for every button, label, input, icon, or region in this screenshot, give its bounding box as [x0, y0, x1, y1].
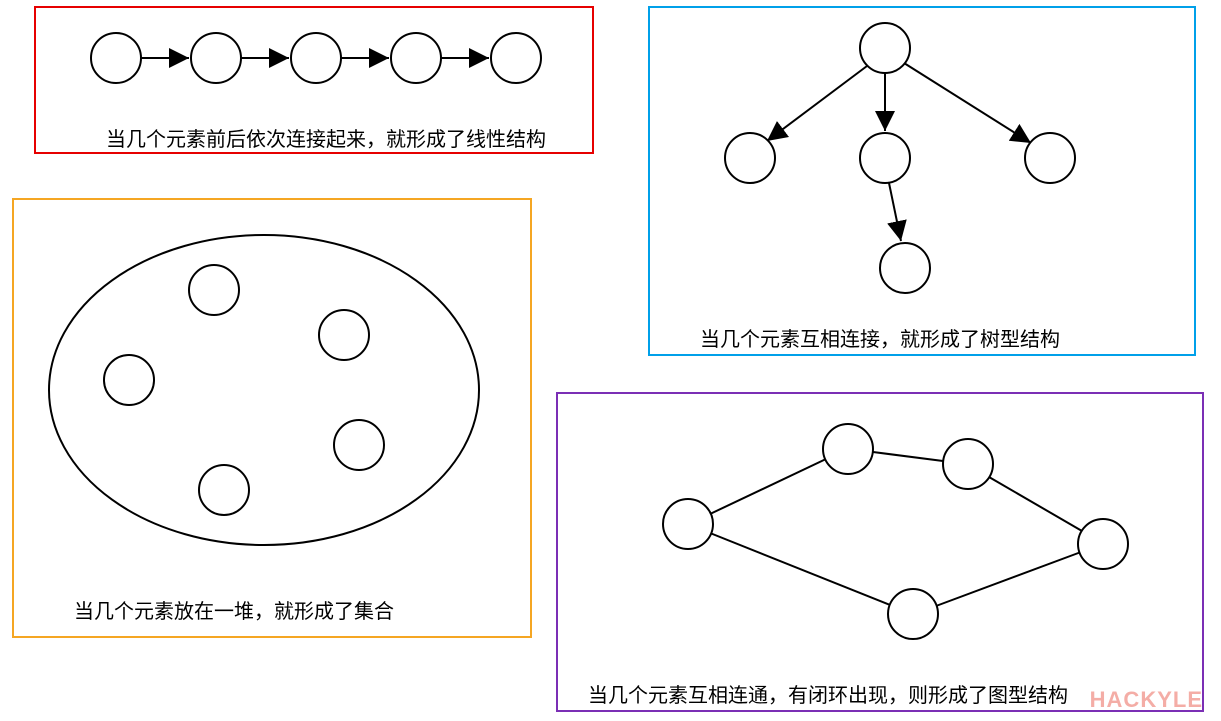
node-circle — [860, 23, 910, 73]
watermark: HACKYLE — [1090, 687, 1203, 713]
node-circle — [1025, 133, 1075, 183]
node-circle — [663, 499, 713, 549]
node-circle — [291, 33, 341, 83]
node-circle — [823, 424, 873, 474]
panel-tree: 当几个元素互相连接，就形成了树型结构 — [648, 6, 1196, 356]
node-circle — [1078, 519, 1128, 569]
edge — [710, 533, 890, 605]
arrow — [767, 66, 867, 141]
graph-diagram — [558, 394, 1206, 664]
set-diagram — [14, 200, 534, 580]
panel-graph: 当几个元素互相连通，有闭环出现，则形成了图型结构 — [556, 392, 1204, 712]
node-circle — [391, 33, 441, 83]
node-circle — [334, 420, 384, 470]
edge — [873, 452, 943, 461]
node-circle — [199, 465, 249, 515]
caption-set: 当几个元素放在一堆，就形成了集合 — [74, 595, 394, 624]
caption-graph: 当几个元素互相连通，有闭环出现，则形成了图型结构 — [588, 679, 1068, 708]
node-circle — [104, 355, 154, 405]
edge — [989, 477, 1082, 531]
caption-tree: 当几个元素互相连接，就形成了树型结构 — [700, 323, 1060, 352]
edge — [710, 459, 826, 514]
node-circle — [189, 265, 239, 315]
node-circle — [725, 133, 775, 183]
edge — [936, 552, 1081, 606]
node-circle — [943, 439, 993, 489]
linear-diagram — [36, 8, 596, 108]
node-circle — [91, 33, 141, 83]
panel-set: 当几个元素放在一堆，就形成了集合 — [12, 198, 532, 638]
arrow — [904, 63, 1031, 143]
tree-diagram — [650, 8, 1198, 308]
caption-linear: 当几个元素前后依次连接起来，就形成了线性结构 — [106, 123, 546, 152]
node-circle — [191, 33, 241, 83]
panel-linear: 当几个元素前后依次连接起来，就形成了线性结构 — [34, 6, 594, 154]
arrow — [889, 183, 901, 241]
node-circle — [860, 133, 910, 183]
node-circle — [880, 243, 930, 293]
node-circle — [491, 33, 541, 83]
node-circle — [888, 589, 938, 639]
node-circle — [319, 310, 369, 360]
